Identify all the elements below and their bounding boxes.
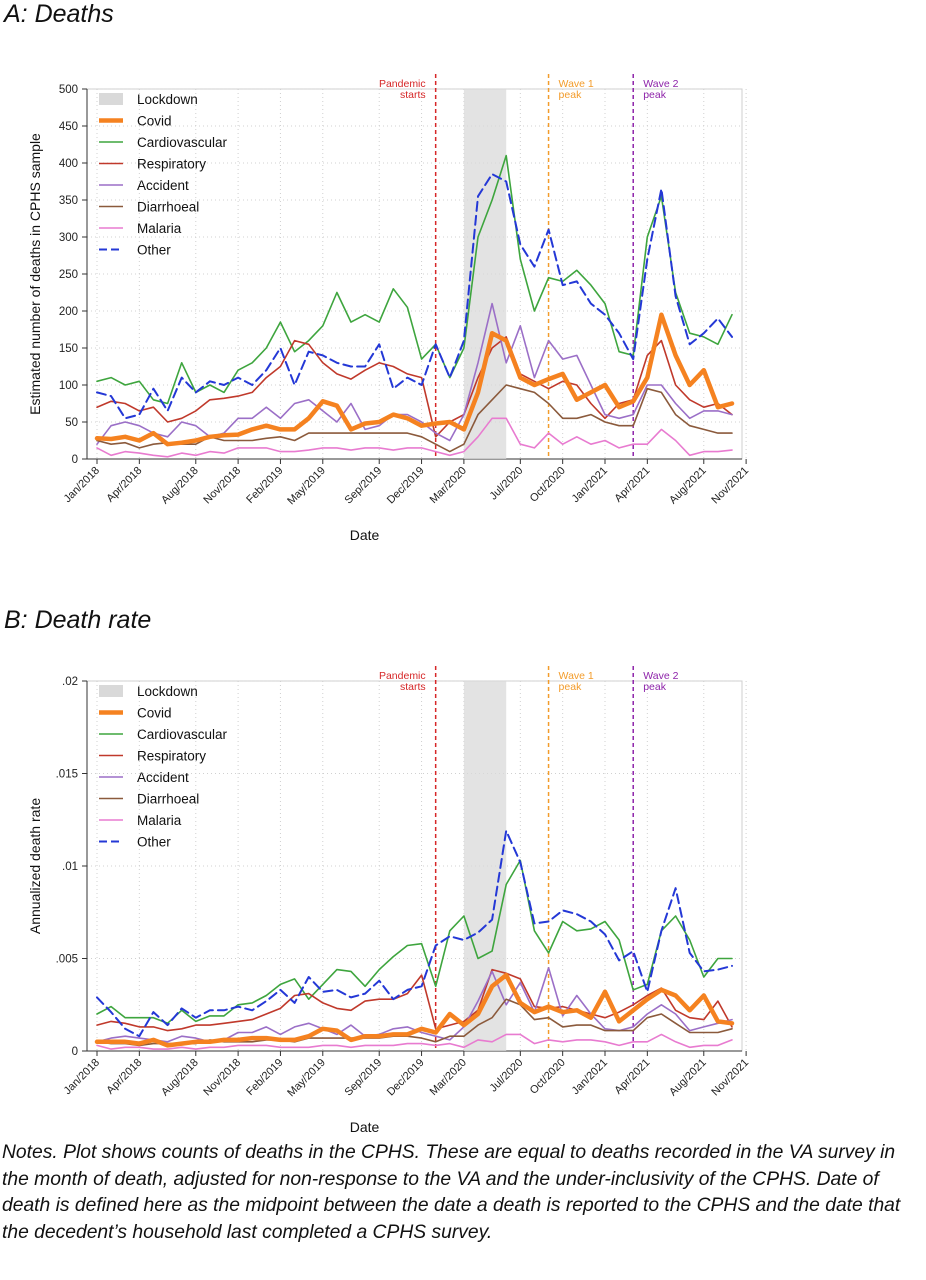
series-line-cardiovascular <box>96 859 733 1025</box>
y-tick-label: 0 <box>72 454 78 466</box>
x-tick-label: Jan/2018 <box>62 1057 102 1097</box>
legend-label-cardiovascular: Cardiovascular <box>137 727 228 742</box>
y-tick-label: 0 <box>72 1046 78 1058</box>
legend-label-malaria: Malaria <box>137 813 182 828</box>
y-tick-label: 450 <box>59 121 78 133</box>
series-line-cardiovascular <box>96 154 733 405</box>
event-label: Wave 2 <box>643 670 678 682</box>
legend-label-diarrhoeal: Diarrhoeal <box>137 792 199 807</box>
event-label: Pandemic <box>379 670 426 682</box>
x-tick-label: Aug/2018 <box>159 465 201 507</box>
legend-lockdown-swatch <box>99 93 123 105</box>
series-line-accident <box>96 302 733 446</box>
x-tick-label: Apr/2021 <box>612 1057 652 1097</box>
x-tick-label: May/2019 <box>285 465 328 508</box>
event-label: Wave 2 <box>643 78 678 90</box>
x-tick-label: Aug/2018 <box>159 1057 201 1099</box>
panel-b-title: B: Death rate <box>4 606 152 634</box>
y-axis-title: Annualized death rate <box>27 798 43 934</box>
event-label: Wave 1 <box>559 78 594 90</box>
event-label: Pandemic <box>379 78 426 90</box>
y-tick-label: 300 <box>59 232 78 244</box>
y-tick-label: 500 <box>59 84 78 96</box>
legend-label-other: Other <box>137 835 171 850</box>
x-tick-label: Nov/2018 <box>201 465 243 507</box>
event-label: peak <box>559 89 583 101</box>
x-tick-label: Apr/2018 <box>104 1057 144 1097</box>
y-tick-label: .01 <box>62 861 78 873</box>
series-line-respiratory <box>96 968 733 1032</box>
y-tick-label: 150 <box>59 343 78 355</box>
x-tick-label: Feb/2019 <box>244 465 285 506</box>
legend-label-covid: Covid <box>137 706 172 721</box>
notes-text: Notes. Plot shows counts of deaths in th… <box>2 1142 901 1243</box>
x-tick-label: Aug/2021 <box>667 1057 709 1099</box>
x-tick-label: Sep/2019 <box>343 465 385 507</box>
y-tick-label: 250 <box>59 269 78 281</box>
x-tick-label: Oct/2020 <box>528 465 568 505</box>
legend-label-respiratory: Respiratory <box>137 157 206 172</box>
legend-label-covid: Covid <box>137 114 172 129</box>
series-line-other <box>96 829 733 1038</box>
y-tick-label: .015 <box>56 769 78 781</box>
event-label: starts <box>400 681 426 693</box>
x-tick-label: Mar/2020 <box>428 465 469 506</box>
x-tick-label: Jan/2018 <box>62 465 102 505</box>
legend-label-accident: Accident <box>137 770 189 785</box>
x-tick-label: Dec/2019 <box>385 1057 427 1099</box>
x-tick-label: Jan/2021 <box>570 465 610 505</box>
event-label: peak <box>643 89 667 101</box>
legend-label-diarrhoeal: Diarrhoeal <box>137 200 199 215</box>
x-tick-label: Oct/2020 <box>528 1057 568 1097</box>
event-label: peak <box>559 681 583 693</box>
x-tick-label: Nov/2021 <box>709 465 751 507</box>
x-tick-label: Apr/2018 <box>104 465 144 505</box>
x-tick-label: Jan/2021 <box>570 1057 610 1097</box>
legend-lockdown-swatch <box>99 685 123 697</box>
x-tick-label: Aug/2021 <box>667 465 709 507</box>
series-line-covid <box>94 972 735 1048</box>
x-tick-label: Feb/2019 <box>244 1057 285 1098</box>
y-tick-label: 100 <box>59 380 78 392</box>
panel-a-title: A: Deaths <box>4 0 114 28</box>
y-tick-label: 200 <box>59 306 78 318</box>
x-tick-label: Jul/2020 <box>488 1057 526 1095</box>
event-label: Wave 1 <box>559 670 594 682</box>
legend-lockdown-label: Lockdown <box>137 92 198 107</box>
legend-label-respiratory: Respiratory <box>137 749 206 764</box>
series-line-covid <box>94 312 735 447</box>
x-axis-title: Date <box>350 1119 380 1135</box>
legend-lockdown-label: Lockdown <box>137 684 198 699</box>
y-tick-label: 50 <box>65 417 78 429</box>
series-line-respiratory <box>96 336 733 438</box>
legend-label-malaria: Malaria <box>137 221 182 236</box>
y-tick-label: .005 <box>56 954 78 966</box>
x-tick-label: Sep/2019 <box>343 1057 385 1099</box>
x-tick-label: Jul/2020 <box>488 465 526 503</box>
y-tick-label: 400 <box>59 158 78 170</box>
legend-label-cardiovascular: Cardiovascular <box>137 135 228 150</box>
x-axis-title: Date <box>350 527 380 543</box>
x-tick-label: Nov/2021 <box>709 1057 751 1099</box>
x-tick-label: Nov/2018 <box>201 1057 243 1099</box>
series-line-other <box>96 173 733 420</box>
y-tick-label: .02 <box>62 676 78 688</box>
y-axis-title: Estimated number of deaths in CPHS sampl… <box>27 133 43 415</box>
x-tick-label: Mar/2020 <box>428 1057 469 1098</box>
series-line-malaria <box>96 1033 733 1050</box>
event-label: starts <box>400 89 426 101</box>
x-tick-label: Dec/2019 <box>385 465 427 507</box>
legend-label-other: Other <box>137 243 171 258</box>
legend-label-accident: Accident <box>137 178 189 193</box>
event-label: peak <box>643 681 667 693</box>
x-tick-label: May/2019 <box>285 1057 328 1100</box>
series-line-malaria <box>96 417 733 458</box>
x-tick-label: Apr/2021 <box>612 465 652 505</box>
y-tick-label: 350 <box>59 195 78 207</box>
